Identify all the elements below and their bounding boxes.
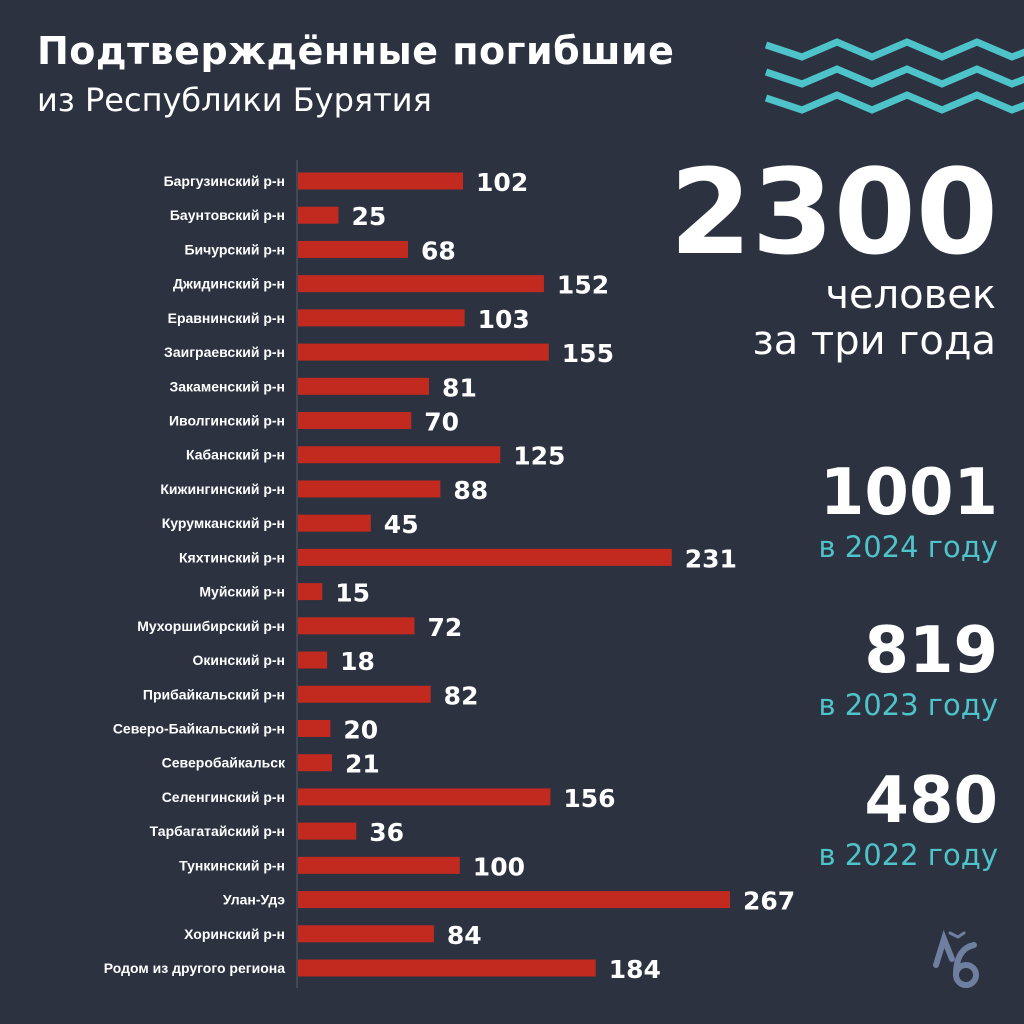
bar bbox=[298, 617, 415, 635]
value-label: 68 bbox=[421, 236, 456, 265]
page-subtitle: из Республики Бурятия bbox=[37, 81, 432, 119]
year-2023-value: 819 bbox=[864, 614, 998, 688]
category-label: Хоринский р-н bbox=[184, 926, 285, 942]
logo-icon bbox=[933, 929, 979, 988]
bar bbox=[298, 959, 596, 977]
zigzag-waves-icon bbox=[764, 38, 1024, 114]
category-label: Северо-Байкальский р-н bbox=[113, 720, 285, 736]
bar bbox=[298, 377, 430, 395]
category-label: Закаменский р-н bbox=[169, 378, 285, 394]
value-label: 84 bbox=[447, 921, 482, 950]
category-label: Тарбагатайский р-н bbox=[150, 823, 285, 839]
bar bbox=[298, 754, 332, 772]
year-2024-caption: в 2024 году bbox=[818, 530, 998, 564]
year-2023-caption: в 2023 году bbox=[818, 688, 998, 722]
bar bbox=[298, 343, 549, 361]
value-label: 81 bbox=[442, 373, 477, 402]
value-label: 100 bbox=[473, 852, 525, 881]
bar bbox=[298, 891, 730, 909]
category-label: Баунтовский р-н bbox=[170, 207, 285, 223]
bar bbox=[298, 651, 328, 669]
value-label: 231 bbox=[685, 544, 737, 573]
value-label: 267 bbox=[743, 887, 795, 916]
value-label: 45 bbox=[384, 510, 419, 539]
category-label: Бичурский р-н bbox=[184, 241, 285, 257]
category-label: Родом из другого региона bbox=[104, 960, 285, 976]
category-label: Баргузинский р-н bbox=[164, 173, 285, 189]
category-label: Джидинский р-н bbox=[173, 276, 285, 292]
value-label: 102 bbox=[476, 168, 528, 197]
value-label: 21 bbox=[345, 750, 380, 779]
bar bbox=[298, 514, 371, 532]
value-label: 25 bbox=[351, 202, 386, 231]
value-label: 72 bbox=[427, 613, 462, 642]
bar bbox=[298, 822, 357, 840]
bar bbox=[298, 206, 339, 224]
category-label: Улан-Удэ bbox=[223, 892, 285, 908]
value-label: 152 bbox=[557, 271, 609, 300]
category-label: Северобайкальск bbox=[162, 755, 286, 771]
total-value: 2300 bbox=[669, 143, 998, 281]
value-label: 70 bbox=[424, 408, 459, 437]
bar bbox=[298, 856, 460, 874]
bar bbox=[298, 788, 551, 806]
bar bbox=[298, 925, 434, 943]
value-label: 155 bbox=[562, 339, 614, 368]
value-label: 82 bbox=[444, 681, 479, 710]
page-title: Подтверждённые погибшие bbox=[37, 29, 675, 73]
total-caption-line2: за три года bbox=[752, 318, 996, 364]
bar bbox=[298, 480, 441, 498]
category-label: Тункинский р-н bbox=[179, 857, 285, 873]
category-label: Еравнинский р-н bbox=[168, 310, 285, 326]
bar bbox=[298, 275, 544, 293]
bar bbox=[298, 309, 465, 327]
category-label: Окинский р-н bbox=[192, 652, 285, 668]
value-label: 88 bbox=[453, 476, 488, 505]
value-label: 156 bbox=[563, 784, 615, 813]
value-label: 103 bbox=[478, 305, 530, 334]
bar bbox=[298, 240, 409, 258]
category-label: Селенгинский р-н bbox=[162, 789, 285, 805]
total-caption: человек за три года bbox=[752, 272, 996, 364]
category-label: Кяхтинский р-н bbox=[179, 549, 285, 565]
bar bbox=[298, 548, 672, 566]
year-2022-value: 480 bbox=[864, 764, 998, 838]
value-label: 125 bbox=[513, 442, 565, 471]
category-label: Прибайкальский р-н bbox=[143, 686, 285, 702]
year-2022-caption: в 2022 году bbox=[818, 838, 998, 872]
category-label: Кабанский р-н bbox=[186, 447, 285, 463]
category-label: Мухоршибирский р-н bbox=[137, 618, 285, 634]
total-caption-line1: человек bbox=[825, 272, 996, 318]
bar bbox=[298, 583, 323, 601]
value-label: 184 bbox=[609, 955, 661, 984]
value-label: 15 bbox=[335, 579, 370, 608]
category-label: Курумканский р-н bbox=[162, 515, 285, 531]
bar bbox=[298, 719, 331, 737]
value-label: 18 bbox=[340, 647, 375, 676]
value-label: 36 bbox=[369, 818, 404, 847]
bar bbox=[298, 172, 464, 190]
bar bbox=[298, 412, 412, 430]
bar bbox=[298, 446, 501, 464]
value-label: 20 bbox=[343, 715, 378, 744]
category-label: Заиграевский р-н bbox=[164, 344, 285, 360]
category-label: Муйский р-н bbox=[199, 584, 285, 600]
bar bbox=[298, 685, 431, 703]
year-2024-value: 1001 bbox=[819, 456, 998, 530]
category-label: Иволгинский р-н bbox=[169, 413, 285, 429]
category-label: Кижингинский р-н bbox=[160, 481, 285, 497]
